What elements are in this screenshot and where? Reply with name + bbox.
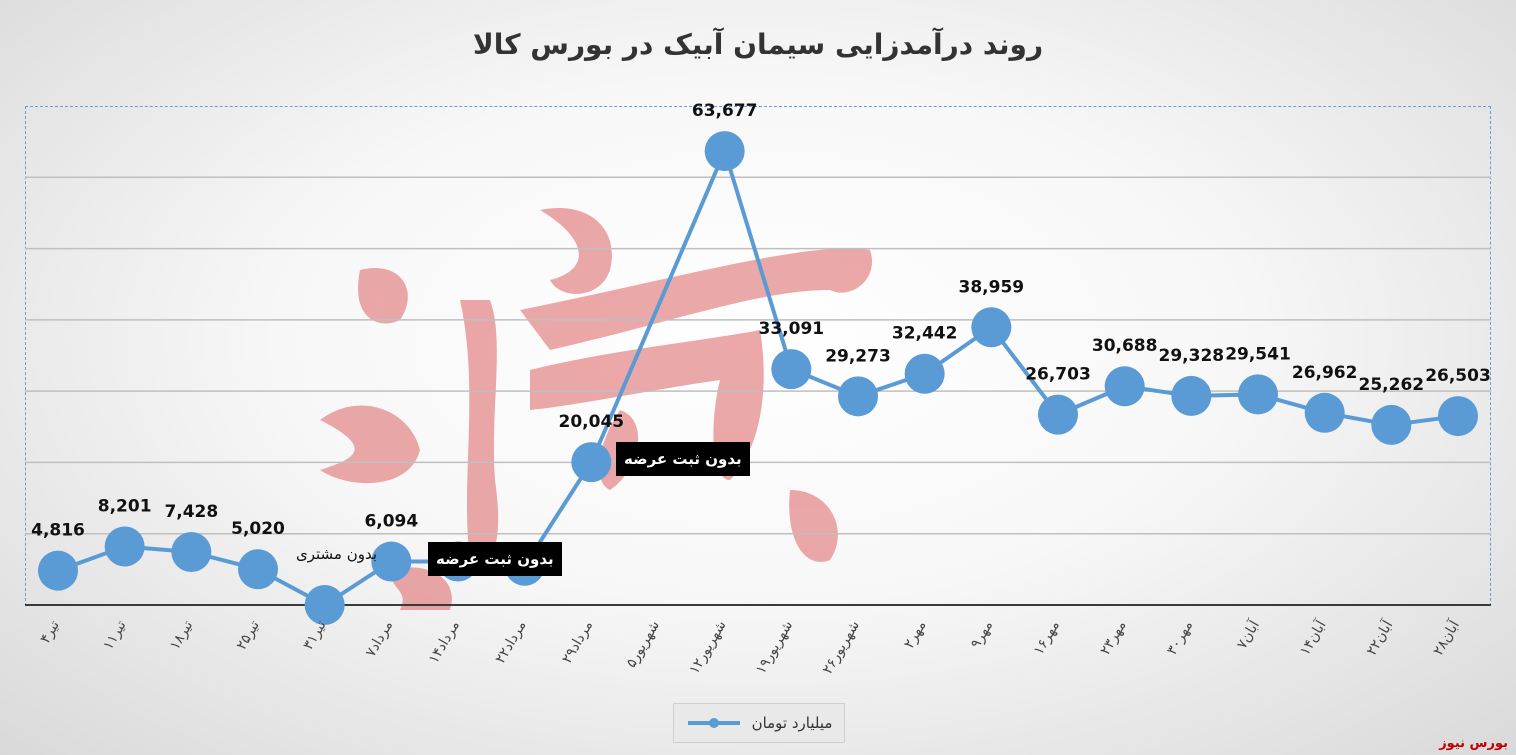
legend-label: میلیارد تومان xyxy=(751,714,833,732)
legend: میلیارد تومان xyxy=(673,703,845,743)
annotation-no-offer-2: بدون ثبت عرضه xyxy=(616,442,750,476)
data-label: 33,091 xyxy=(759,319,825,339)
data-point xyxy=(1038,394,1078,435)
data-label: 26,503 xyxy=(1425,366,1491,386)
data-point xyxy=(1104,366,1145,407)
x-tick-label: ۲مهر xyxy=(901,618,929,651)
x-tick-label: ۱۱تیر xyxy=(100,618,129,653)
x-tick-label: ۲۲آبان xyxy=(1363,617,1397,659)
x-tick-label: ۱۸تیر xyxy=(167,618,196,653)
x-tick-label: ۲۲مرداد xyxy=(492,618,529,666)
x-tick-label: ۲۵تیر xyxy=(234,618,263,653)
data-point xyxy=(1304,392,1345,433)
x-tick-label: ۳۰مهر xyxy=(1164,618,1196,658)
data-label: 6,094 xyxy=(364,512,418,532)
data-point xyxy=(1171,375,1212,416)
data-point xyxy=(171,532,212,573)
x-tick-label: ۴تیر xyxy=(37,618,63,646)
data-label: 29,273 xyxy=(825,346,891,366)
data-point xyxy=(1371,404,1412,445)
x-tick-label: ۱۶مهر xyxy=(1031,618,1063,658)
data-point xyxy=(704,131,745,172)
data-label: 30,688 xyxy=(1092,336,1158,356)
data-label: 26,703 xyxy=(1025,365,1091,385)
x-tick-label: ۹مهر xyxy=(968,618,996,651)
annotation-no-customer: بدون مشتری xyxy=(296,545,378,563)
data-point xyxy=(104,526,145,567)
data-label: 20,045 xyxy=(559,412,625,432)
data-point xyxy=(838,376,878,417)
x-tick-label: ۵شهریور xyxy=(623,618,663,670)
x-tick-label: ۲۳مهر xyxy=(1097,618,1129,658)
data-point xyxy=(904,353,945,394)
data-label: 26,962 xyxy=(1292,363,1358,383)
data-label: 7,428 xyxy=(164,502,218,522)
x-tick-label: ۱۲شهریور xyxy=(686,618,729,677)
data-point xyxy=(371,541,412,582)
annotation-no-offer-1: بدون ثبت عرضه xyxy=(428,542,562,576)
x-tick-label: ۱۹شهریور xyxy=(753,618,796,677)
data-label: 4,816 xyxy=(31,521,85,541)
x-tick-label: ۲۸آبان xyxy=(1430,617,1464,659)
data-label: 32,442 xyxy=(892,324,958,344)
x-tick-label: ۲۹مرداد xyxy=(559,618,596,666)
x-tick-label: ۱۴مرداد xyxy=(426,618,463,666)
legend-swatch-icon xyxy=(687,718,740,728)
data-point xyxy=(38,550,78,591)
data-label: 29,328 xyxy=(1159,346,1225,366)
data-point xyxy=(971,307,1012,348)
data-point xyxy=(238,549,278,590)
x-tick-label: ۱۴آبان xyxy=(1296,617,1330,659)
x-tick-label: ۲۶شهریور xyxy=(820,618,863,677)
data-point xyxy=(1438,396,1478,437)
data-label: 29,541 xyxy=(1225,344,1291,364)
data-label: 25,262 xyxy=(1359,375,1425,395)
data-point xyxy=(304,585,345,625)
x-tick-label: ۷مرداد xyxy=(363,618,396,660)
chart-title: روند درآمدزایی سیمان آبیک در بورس کالا xyxy=(472,28,1044,61)
data-point xyxy=(571,442,612,483)
data-label: 5,020 xyxy=(231,519,285,539)
data-label: 38,959 xyxy=(959,277,1025,297)
data-point xyxy=(1238,374,1278,415)
data-label: 8,201 xyxy=(98,497,152,517)
data-point xyxy=(771,349,812,390)
x-tick-label: ۷آبان xyxy=(1233,617,1263,652)
source-label: بورس نیوز xyxy=(1439,736,1508,751)
data-label: 63,677 xyxy=(692,101,758,121)
